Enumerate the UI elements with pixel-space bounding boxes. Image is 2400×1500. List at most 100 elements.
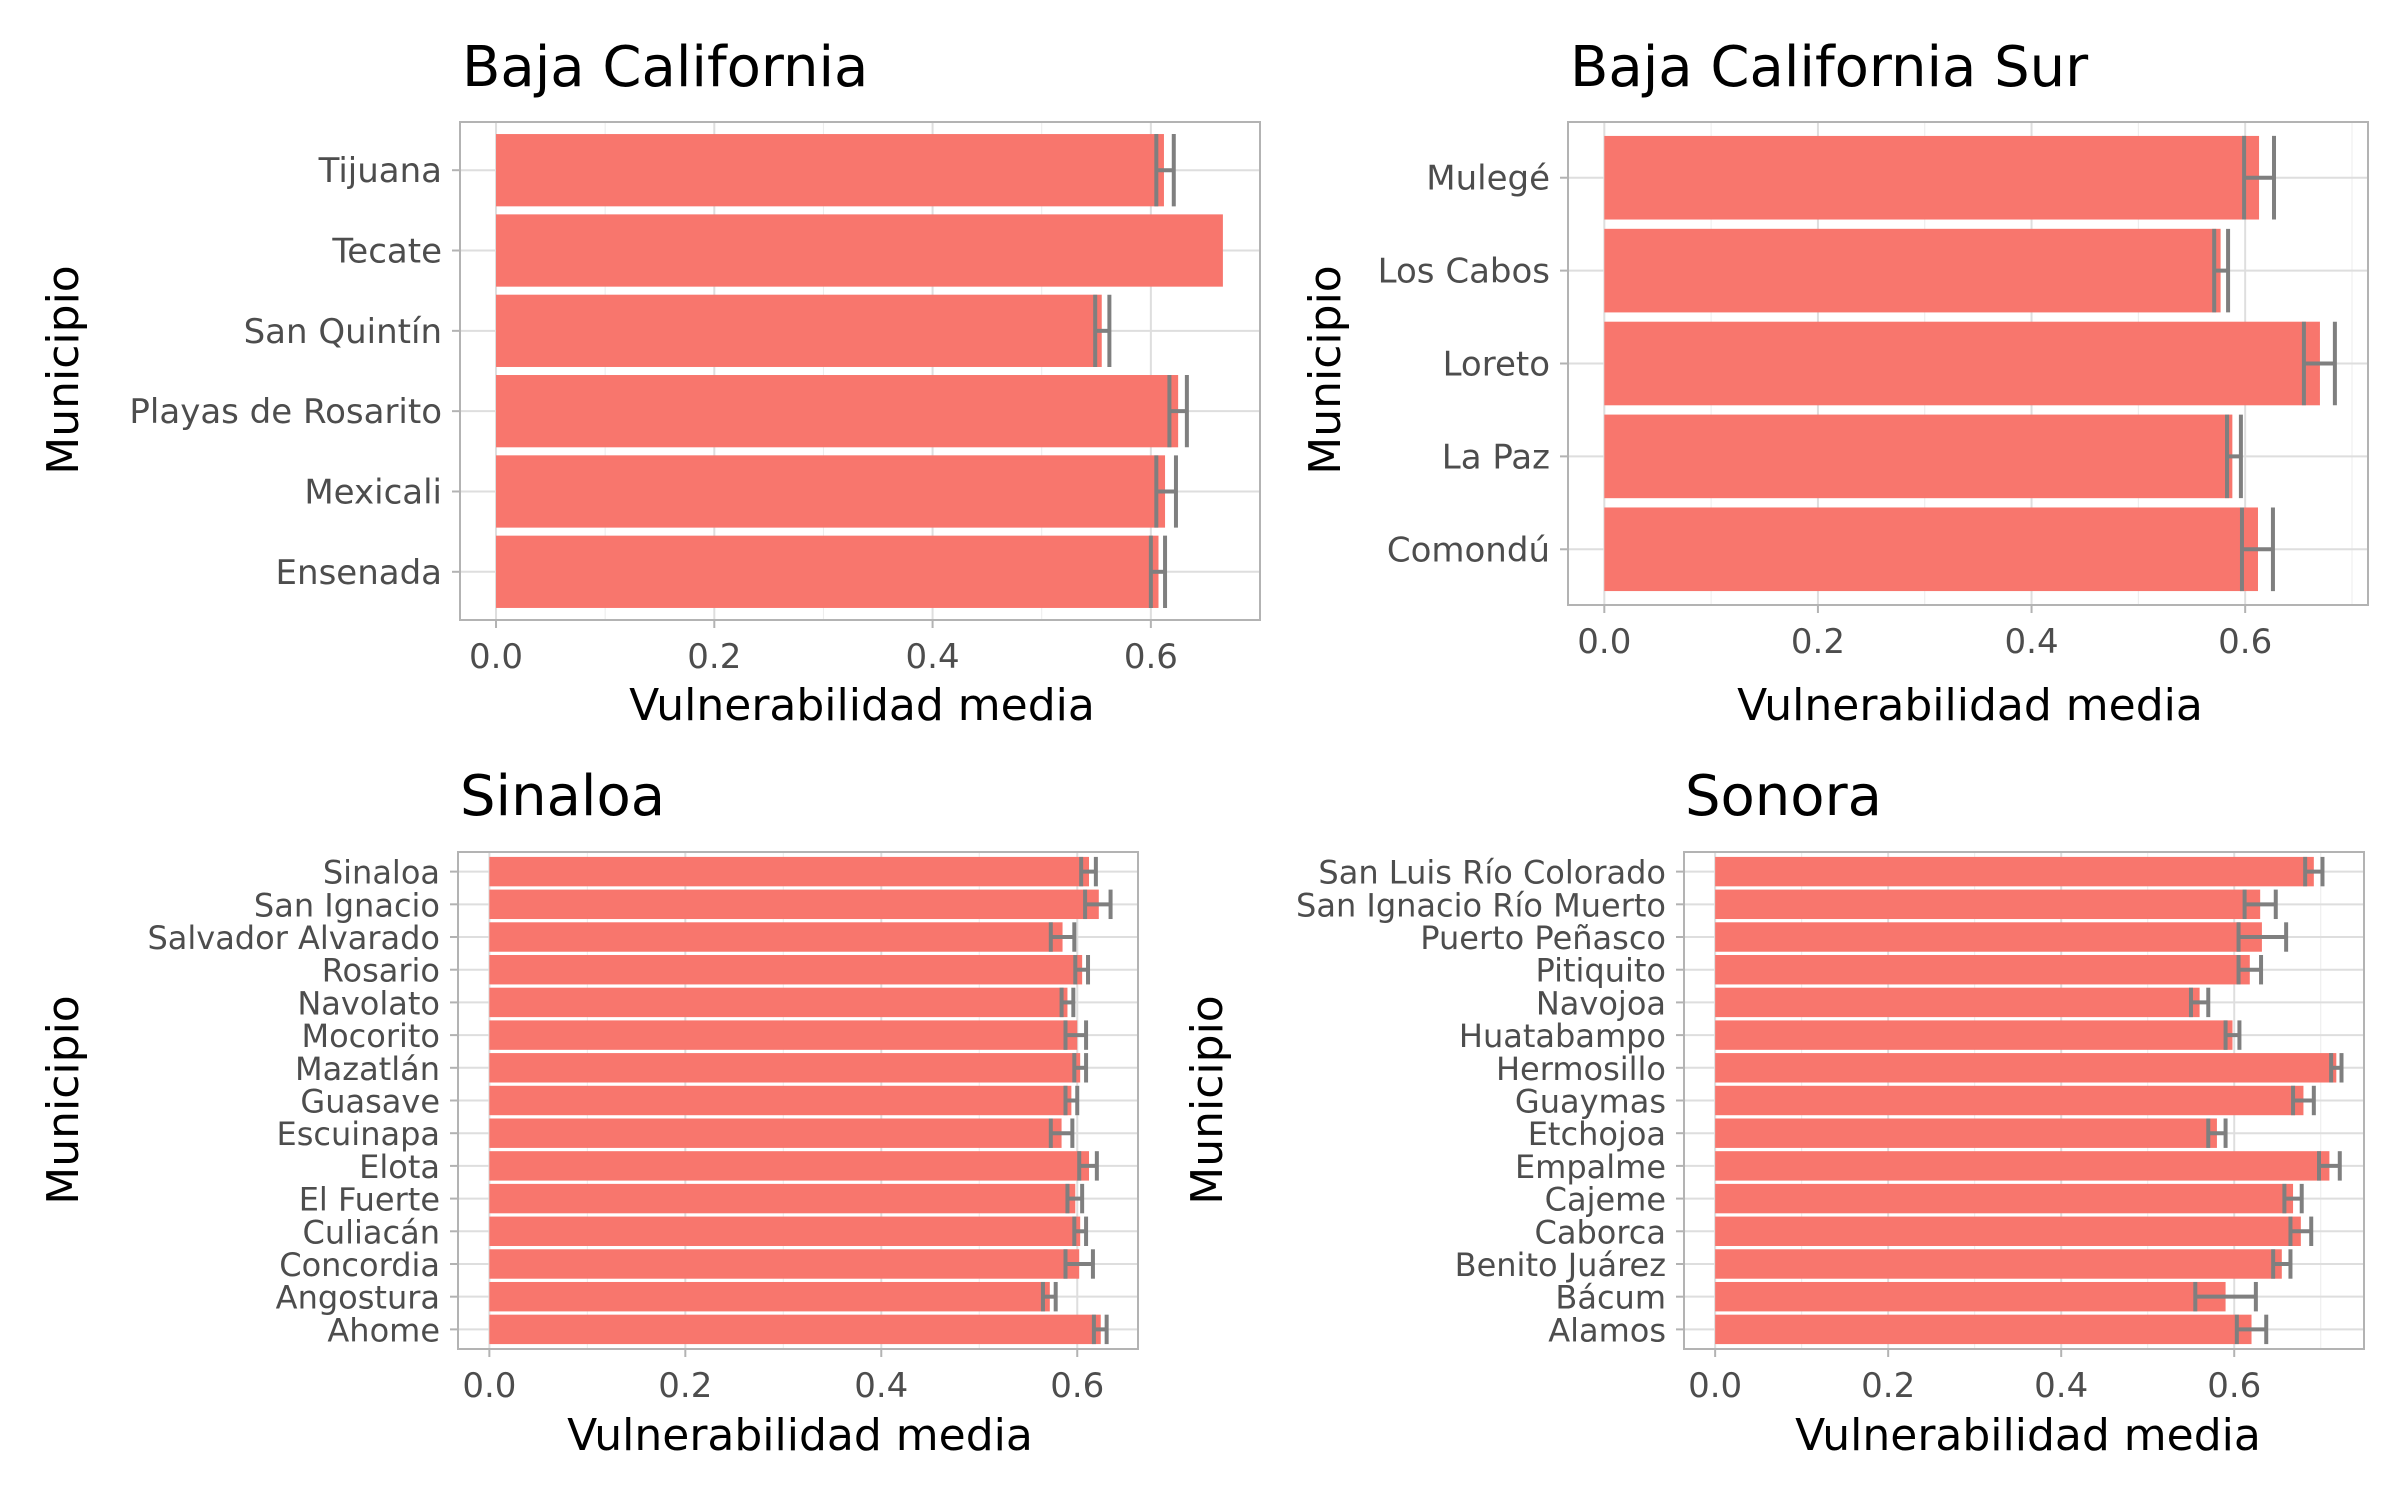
bar-ensenada xyxy=(496,535,1159,608)
error-bar xyxy=(1072,1053,1089,1083)
bar-san-quintín xyxy=(496,294,1102,367)
bar-ahome xyxy=(489,1314,1101,1345)
y-tick-label: Navolato xyxy=(297,984,440,1022)
y-axis-title: Municipio xyxy=(1182,995,1233,1204)
bar-el-fuerte xyxy=(489,1183,1076,1214)
y-tick-label: San Quintín xyxy=(244,312,442,352)
x-tick-label: 0.4 xyxy=(2005,622,2059,662)
bar-caborca xyxy=(1715,1216,2301,1247)
error-bar xyxy=(2301,321,2337,406)
bar-bácum xyxy=(1715,1281,2226,1312)
error-bar xyxy=(1077,1151,1099,1181)
y-tick-label: Sinaloa xyxy=(323,854,440,892)
y-tick-label: Tecate xyxy=(331,232,442,272)
x-tick-label: 0.2 xyxy=(658,1366,712,1406)
y-axis-title: Municipio xyxy=(38,265,89,474)
panel-sinaloa: Sinaloa Vulnerabilidad media Municipio 0… xyxy=(38,764,1139,1461)
x-axis-title: Vulnerabilidad media xyxy=(1737,680,2203,731)
panel-baja-california-sur: Baja California Sur Vulnerabilidad media… xyxy=(1300,35,2369,731)
y-tick-label: Mazatlán xyxy=(295,1050,440,1088)
y-tick-label: Huatabampo xyxy=(1459,1017,1666,1055)
y-tick-label: San Ignacio xyxy=(254,886,440,924)
error-bar xyxy=(2239,507,2275,592)
plot-area: 0.0 0.2 0.4 0.6 Ensenada Mexicali Playas de Ro… xyxy=(129,121,1261,677)
error-bar xyxy=(2223,1020,2242,1050)
bar-rosario xyxy=(489,954,1083,985)
bar-tijuana xyxy=(496,134,1164,207)
bar-navolato xyxy=(489,987,1068,1018)
bar-elota xyxy=(489,1151,1090,1181)
error-bar xyxy=(1073,954,1091,985)
error-bar xyxy=(1063,1020,1089,1050)
x-axis-title: Vulnerabilidad media xyxy=(629,680,1095,731)
bar-escuinapa xyxy=(489,1118,1062,1148)
bar-angostura xyxy=(489,1281,1050,1312)
x-tick-label: 0.4 xyxy=(854,1366,908,1406)
error-bar xyxy=(2242,135,2277,220)
x-axis-title: Vulnerabilidad media xyxy=(1795,1410,2261,1461)
y-axis-title: Municipio xyxy=(38,995,89,1204)
x-tick-label: 0.6 xyxy=(1050,1366,1104,1406)
error-bar xyxy=(1063,1085,1080,1116)
y-tick-label: El Fuerte xyxy=(299,1181,440,1219)
panel-border xyxy=(459,121,1261,621)
y-tick-label: Guasave xyxy=(300,1083,440,1121)
x-tick-label: 0.2 xyxy=(1791,622,1845,662)
bar-guaymas xyxy=(1715,1085,2304,1116)
bar-cajeme xyxy=(1715,1183,2294,1214)
bar-playas-de-rosarito xyxy=(496,375,1179,448)
x-tick-label: 0.0 xyxy=(1577,622,1631,662)
bar-salvador-alvarado xyxy=(489,922,1063,952)
error-bar xyxy=(1040,1281,1058,1312)
y-tick-label: Angostura xyxy=(276,1279,440,1317)
x-tick-label: 0.2 xyxy=(1861,1366,1915,1406)
y-tick-label: Tijuana xyxy=(318,151,442,191)
error-bar xyxy=(1063,1249,1095,1279)
panel-baja-california: Baja California Vulnerabilidad media Mun… xyxy=(38,35,1261,731)
panel-sonora: Sonora Vulnerabilidad media Municipio 0.… xyxy=(1182,764,2365,1461)
bar-puerto-peñasco xyxy=(1715,922,2262,952)
bar-culiacán xyxy=(489,1216,1081,1247)
error-bar xyxy=(1048,1118,1075,1148)
bar-mocorito xyxy=(489,1020,1078,1050)
y-tick-label: Loreto xyxy=(1443,345,1550,385)
y-tick-label: San Ignacio Río Muerto xyxy=(1296,886,1666,924)
x-tick-label: 0.4 xyxy=(906,637,960,677)
error-bar xyxy=(1154,455,1178,528)
x-tick-label: 0.4 xyxy=(2034,1366,2088,1406)
y-tick-label: Caborca xyxy=(1535,1213,1667,1251)
panel-title: Baja California xyxy=(462,35,868,100)
bar-empalme xyxy=(1715,1151,2330,1181)
error-bar xyxy=(1091,1314,1109,1345)
y-tick-label: Bácum xyxy=(1555,1279,1666,1317)
error-bar xyxy=(1072,1216,1089,1247)
bar-la-paz xyxy=(1604,414,2233,499)
error-bar xyxy=(2291,1085,2316,1116)
error-bar xyxy=(2188,987,2211,1018)
x-tick-label: 0.6 xyxy=(1124,637,1178,677)
bar-pitiquito xyxy=(1715,954,2250,985)
error-bar xyxy=(1083,889,1113,920)
y-tick-label: Benito Juárez xyxy=(1455,1246,1666,1284)
x-tick-label: 0.2 xyxy=(687,637,741,677)
bar-mazatlán xyxy=(489,1053,1081,1083)
bar-mexicali xyxy=(496,455,1166,528)
x-tick-label: 0.6 xyxy=(2218,622,2272,662)
y-tick-label: Hermosillo xyxy=(1496,1050,1666,1088)
bar-mulegé xyxy=(1604,135,2260,220)
bar-concordia xyxy=(489,1249,1080,1279)
y-tick-label: Concordia xyxy=(279,1246,440,1284)
y-tick-label: Mexicali xyxy=(304,472,442,512)
panel-title: Baja California Sur xyxy=(1570,35,2089,100)
error-bar xyxy=(2282,1183,2304,1214)
error-bar xyxy=(2288,1216,2314,1247)
y-tick-label: Navojoa xyxy=(1536,984,1666,1022)
error-bar xyxy=(1093,294,1112,367)
bar-navojoa xyxy=(1715,987,2200,1018)
y-tick-label: Playas de Rosarito xyxy=(129,392,442,432)
y-tick-label: Etchojoa xyxy=(1528,1115,1666,1153)
error-bar xyxy=(1059,987,1076,1018)
error-bar xyxy=(2212,228,2231,313)
